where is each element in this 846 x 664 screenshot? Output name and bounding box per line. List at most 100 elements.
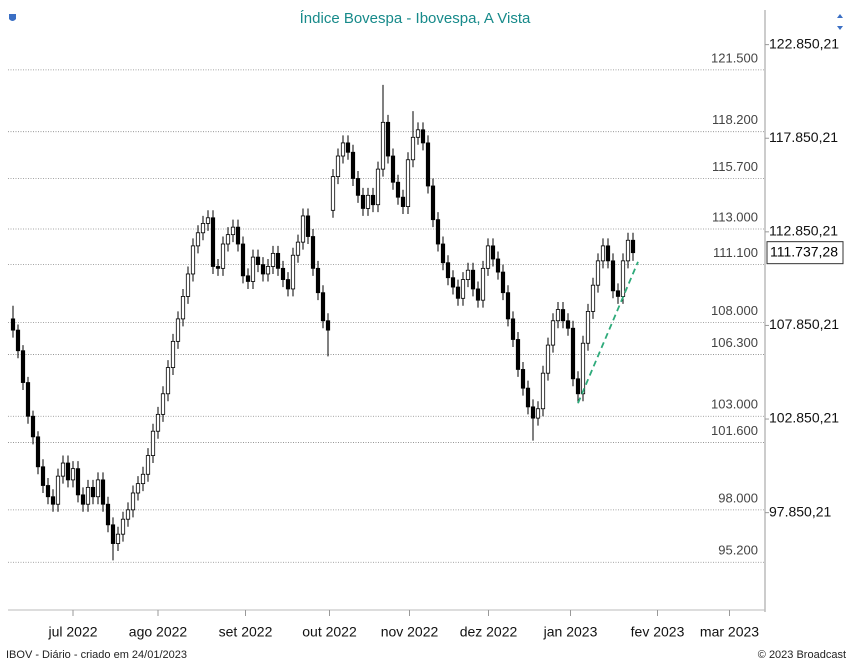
candle-body — [560, 309, 566, 322]
candle-body — [200, 223, 206, 234]
candle-body — [625, 239, 631, 262]
level-label: 121.500 — [711, 50, 758, 65]
candle-body — [425, 142, 431, 187]
candle-body — [125, 509, 131, 520]
candle-body — [620, 260, 626, 297]
candle-body — [565, 320, 571, 329]
candle-body — [510, 318, 516, 340]
candle-body — [325, 320, 331, 331]
candle-body — [390, 155, 396, 183]
candle-body — [195, 232, 201, 247]
candle-body — [405, 159, 411, 207]
candle-body — [245, 275, 251, 282]
candle-body — [225, 234, 231, 245]
candle-body — [470, 269, 476, 290]
candle-body — [145, 455, 151, 475]
candle-body — [15, 329, 21, 352]
candle-body — [190, 245, 196, 275]
candle-body — [515, 339, 521, 370]
level-label: 113.000 — [712, 209, 758, 224]
candle-body — [30, 415, 36, 438]
x-tick-label: fev 2023 — [631, 624, 685, 640]
candle-body — [435, 219, 441, 245]
candle-body — [555, 309, 561, 322]
candle-body — [335, 155, 341, 178]
candle-body — [290, 254, 296, 290]
candle-body — [300, 215, 306, 243]
menu-icon[interactable] — [9, 14, 16, 21]
candle-body — [495, 258, 501, 273]
y-tick-label: 102.850,21 — [769, 410, 839, 426]
candle-body — [310, 236, 316, 269]
last-price-label: 111.737,28 — [770, 243, 838, 259]
candle-body — [345, 142, 351, 153]
candle-body — [90, 486, 96, 498]
candle-body — [230, 226, 236, 236]
candle-body — [330, 176, 336, 211]
candle-body — [210, 217, 216, 267]
candle-body — [465, 269, 471, 280]
candle-body — [170, 340, 176, 368]
x-tick-label: ago 2022 — [129, 624, 188, 640]
source-note: IBOV - Diário - criado em 24/01/2023 — [6, 649, 187, 661]
candle-body — [110, 524, 116, 544]
candle-body — [320, 292, 326, 322]
x-tick-label: nov 2022 — [381, 624, 439, 640]
candle-body — [355, 178, 361, 196]
x-tick-label: jan 2023 — [543, 624, 598, 640]
scroll-icon[interactable] — [837, 14, 843, 30]
level-label: 115.700 — [712, 159, 758, 174]
candle-body — [55, 475, 61, 505]
candle-body — [440, 243, 446, 264]
last-price-box — [766, 241, 844, 265]
candle-body — [160, 393, 166, 415]
candle-body — [455, 286, 461, 299]
candle-body — [150, 430, 156, 456]
candle-body — [415, 129, 421, 138]
level-label: 111.100 — [713, 245, 758, 260]
candle-body — [570, 327, 576, 380]
candle-body — [215, 266, 221, 269]
candle-body — [205, 217, 211, 224]
candle-body — [600, 245, 606, 262]
candle-body — [590, 284, 596, 312]
candle-body — [540, 372, 546, 410]
candle-body — [65, 462, 71, 481]
candle-body — [280, 267, 286, 280]
level-label: 118.200 — [712, 112, 758, 127]
level-label: 103.000 — [711, 397, 758, 412]
candle-body — [105, 503, 111, 526]
candle-body — [420, 129, 426, 144]
candle-body — [480, 267, 486, 301]
candle-body — [40, 466, 46, 486]
candle-body — [365, 194, 371, 209]
x-tick-label: set 2022 — [219, 624, 273, 640]
candle-body — [505, 292, 511, 320]
candle-body — [75, 468, 81, 496]
level-label: 101.600 — [711, 423, 758, 438]
candle-body — [525, 387, 531, 408]
candle-body — [220, 243, 226, 269]
candle-body — [585, 311, 591, 344]
chart-title: Índice Bovespa - Ibovespa, A Vista — [300, 10, 531, 27]
level-label: 95.200 — [718, 543, 758, 558]
candle-body — [45, 485, 51, 498]
candle-body — [630, 239, 636, 254]
candle-body — [350, 151, 356, 179]
level-label: 98.000 — [718, 490, 758, 505]
candle-body — [270, 252, 276, 267]
candle-body — [255, 256, 261, 266]
x-tick-label: out 2022 — [302, 624, 357, 640]
candle-body — [115, 533, 121, 544]
candle-body — [575, 378, 581, 395]
x-tick-label: dez 2022 — [460, 624, 518, 640]
y-tick-label: 97.850,21 — [769, 503, 831, 519]
candle-body — [240, 243, 246, 277]
candle-body — [535, 408, 541, 419]
candle-body — [265, 266, 271, 275]
candle-body — [260, 264, 266, 275]
candle-body — [615, 290, 621, 297]
candle-body — [180, 296, 186, 320]
